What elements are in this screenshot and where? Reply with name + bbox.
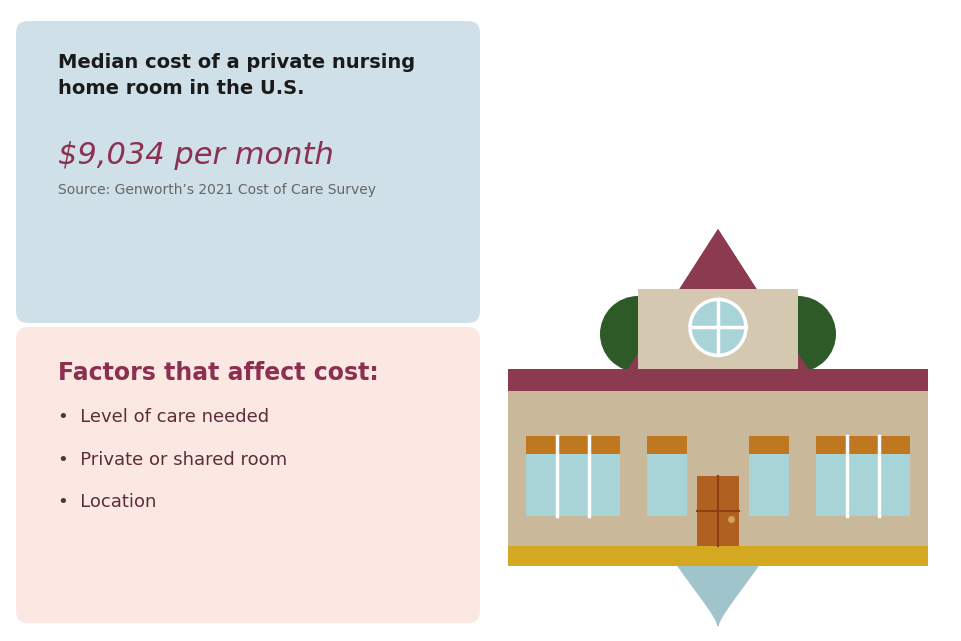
Bar	[816, 436, 910, 516]
Circle shape	[600, 296, 676, 372]
Bar	[816, 436, 910, 454]
Polygon shape	[628, 229, 808, 369]
Bar	[526, 436, 620, 516]
Text: $9,034 per month: $9,034 per month	[58, 141, 333, 170]
Circle shape	[741, 294, 805, 358]
Text: $: $	[695, 412, 741, 481]
FancyBboxPatch shape	[16, 21, 480, 323]
Text: Factors that affect cost:: Factors that affect cost:	[58, 361, 379, 385]
Bar	[749, 436, 789, 516]
Polygon shape	[628, 229, 808, 369]
Bar	[508, 546, 928, 566]
Bar	[526, 436, 620, 454]
Bar	[749, 436, 789, 454]
Circle shape	[654, 387, 781, 515]
Circle shape	[760, 296, 836, 372]
Text: Median cost of a private nursing
home room in the U.S.: Median cost of a private nursing home ro…	[58, 53, 415, 97]
Bar	[647, 436, 687, 516]
FancyBboxPatch shape	[16, 327, 480, 623]
Text: •  Private or shared room: • Private or shared room	[58, 451, 287, 469]
Circle shape	[631, 294, 695, 358]
Polygon shape	[623, 361, 813, 626]
Bar	[508, 369, 928, 391]
Bar	[638, 289, 798, 391]
Bar	[697, 476, 739, 546]
Bar	[647, 436, 687, 454]
Bar	[508, 391, 928, 546]
Circle shape	[690, 299, 746, 355]
Bar	[508, 369, 928, 391]
Text: Source: Genworth’s 2021 Cost of Care Survey: Source: Genworth’s 2021 Cost of Care Sur…	[58, 183, 376, 197]
Text: •  Location: • Location	[58, 493, 157, 511]
Text: •  Level of care needed: • Level of care needed	[58, 408, 269, 426]
Bar	[638, 289, 798, 369]
